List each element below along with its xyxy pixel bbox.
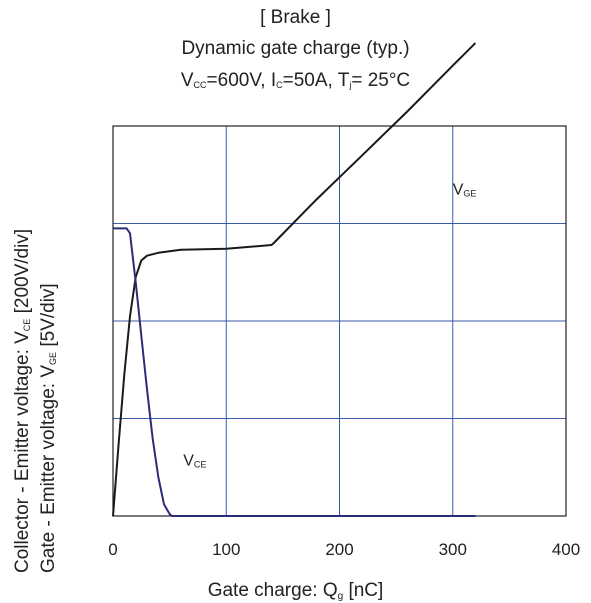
x-tick-label: 400: [552, 540, 580, 559]
series-group: [112, 42, 477, 517]
x-tick-label: 0: [108, 540, 117, 559]
y-axis-label-collector: Collector - Emitter voltage: VCE [200V/d…: [12, 228, 33, 573]
chart-title: Dynamic gate charge (typ.): [181, 38, 410, 59]
chart-title-brake: [ Brake ]: [260, 7, 331, 28]
x-tick-label: 200: [325, 540, 353, 559]
series-line-vge: [112, 42, 477, 517]
x-tick-label: 300: [439, 540, 467, 559]
chart-conditions: VCC=600V, IC=50A, Tj= 25°C: [180, 70, 411, 91]
x-tick-labels: 0 100 200 300 400: [108, 540, 580, 559]
x-axis-label: Gate charge: Qg [nC]: [207, 580, 384, 602]
annotations: VGE VCE: [183, 181, 476, 469]
y-axis-label-gate: Gate - Emitter voltage: VGE [5V/div]: [38, 283, 59, 573]
grid: [113, 126, 566, 516]
annotation-ce: VCE: [183, 452, 206, 469]
series-line-vce: [113, 227, 476, 517]
x-tick-label: 100: [212, 540, 240, 559]
annotation-ge: VGE: [453, 181, 477, 198]
